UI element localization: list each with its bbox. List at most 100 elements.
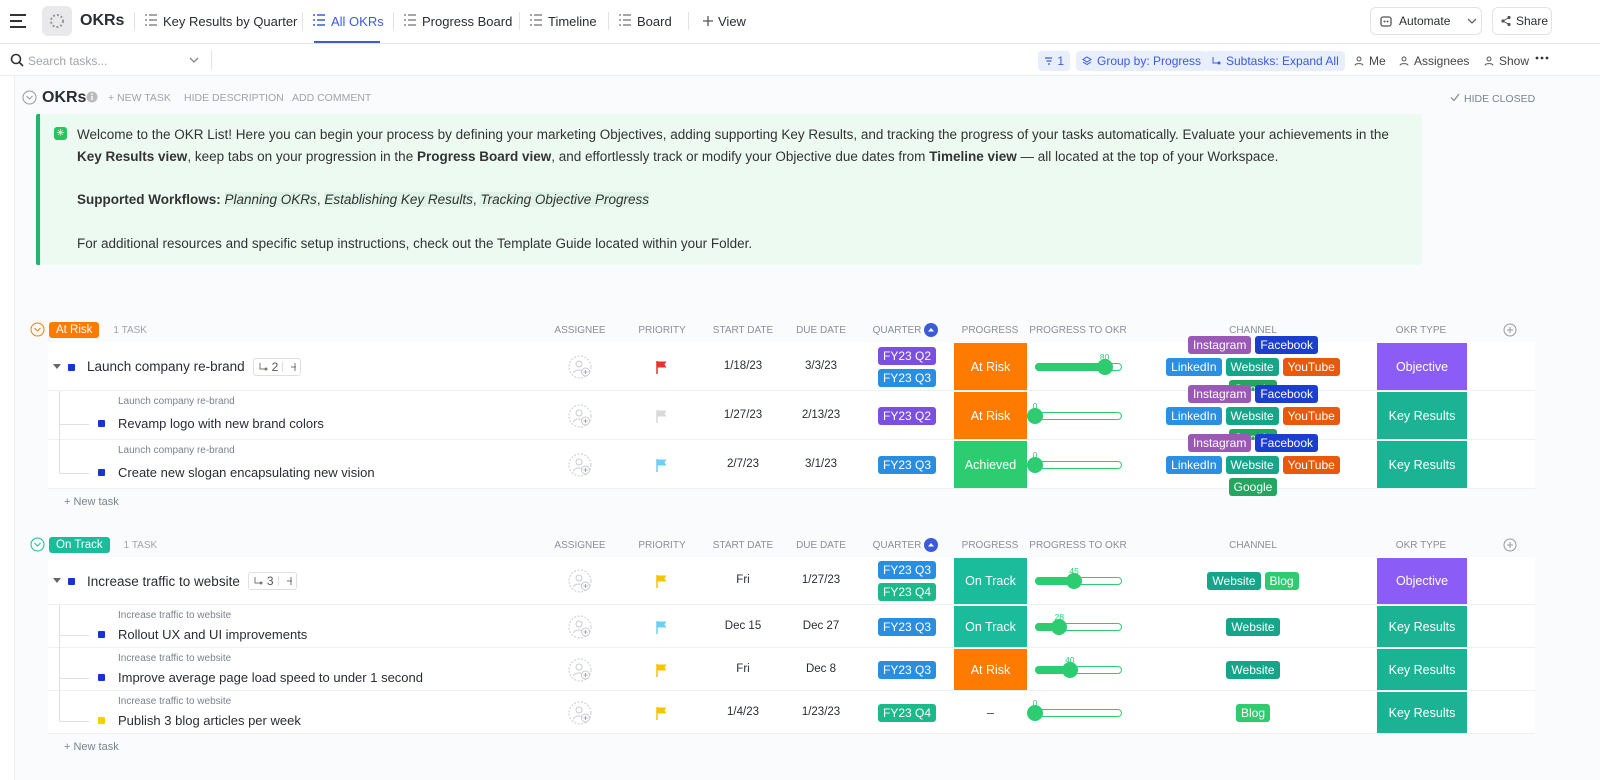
column-header[interactable]: QUARTER: [872, 325, 922, 336]
column-header[interactable]: QUARTER: [872, 540, 922, 551]
me-button[interactable]: Me: [1348, 51, 1392, 71]
column-header[interactable]: PRIORITY: [638, 540, 686, 551]
channel-tag[interactable]: Website: [1207, 572, 1261, 590]
space-name[interactable]: OKRs: [80, 12, 125, 29]
channel-tag[interactable]: Facebook: [1255, 433, 1319, 452]
channel-tag[interactable]: Website: [1226, 617, 1280, 636]
progress-status[interactable]: On Track: [954, 558, 1027, 604]
due-date[interactable]: 2/13/23: [801, 408, 841, 421]
hide-closed[interactable]: HIDE CLOSED: [1464, 93, 1536, 105]
column-header[interactable]: START DATE: [712, 325, 774, 336]
channel-tag[interactable]: YouTube: [1282, 455, 1340, 474]
channel-tag[interactable]: LinkedIn: [1166, 455, 1222, 474]
group-pill[interactable]: At Risk: [49, 322, 100, 338]
okr-type[interactable]: Key Results: [1377, 606, 1467, 647]
search-input[interactable]: Search tasks...: [28, 54, 108, 68]
channel-tag[interactable]: Blog: [1264, 572, 1299, 590]
due-date[interactable]: 1/27/23: [801, 574, 841, 586]
filter-chip[interactable]: 1: [1038, 51, 1070, 71]
task-name[interactable]: Increase traffic to website: [87, 573, 240, 589]
okr-type[interactable]: Objective: [1377, 343, 1467, 390]
task-name[interactable]: Revamp logo with new brand colors: [118, 415, 324, 431]
channel-tag[interactable]: Blog: [1235, 703, 1271, 722]
channel-tag[interactable]: Google: [1228, 477, 1278, 496]
channel-tag[interactable]: Website: [1225, 406, 1279, 425]
slider-knob[interactable]: [1051, 618, 1068, 635]
slider-knob[interactable]: [1066, 573, 1083, 589]
column-header[interactable]: OKR TYPE: [1395, 325, 1447, 336]
automate-button[interactable]: Automate: [1370, 7, 1482, 35]
column-header[interactable]: PROGRESS TO OKR: [1029, 540, 1127, 551]
column-header[interactable]: ASSIGNEE: [554, 540, 606, 551]
start-date[interactable]: Fri: [736, 662, 750, 675]
slider-knob[interactable]: [1027, 456, 1043, 473]
column-header[interactable]: PROGRESS TO OKR: [1029, 325, 1127, 336]
progress-status[interactable]: At Risk: [954, 649, 1027, 690]
list-title[interactable]: OKRs: [42, 89, 87, 106]
quarter-tag[interactable]: FY23 Q4: [877, 583, 937, 601]
add-view[interactable]: View: [718, 14, 746, 29]
channel-tag[interactable]: YouTube: [1282, 406, 1340, 425]
list-action[interactable]: HIDE DESCRIPTION: [184, 92, 284, 104]
okr-type[interactable]: Objective: [1377, 558, 1467, 604]
due-date[interactable]: Dec 27: [802, 619, 840, 632]
column-header[interactable]: PROGRESS: [961, 325, 1019, 336]
search-chevron[interactable]: [188, 55, 200, 65]
subtasks-chip[interactable]: Subtasks: Expand All: [1205, 51, 1345, 71]
group-pill[interactable]: On Track: [49, 537, 110, 553]
column-header[interactable]: PROGRESS: [961, 540, 1019, 551]
due-date[interactable]: 1/23/23: [801, 705, 841, 718]
menu-icon[interactable]: [9, 13, 27, 29]
parent-name[interactable]: Increase traffic to website: [118, 696, 232, 707]
new-task[interactable]: + New task: [64, 496, 119, 508]
channel-tag[interactable]: LinkedIn: [1166, 357, 1222, 376]
show-button[interactable]: Show: [1478, 51, 1535, 71]
channel-tag[interactable]: Instagram: [1187, 433, 1252, 452]
column-header[interactable]: DUE DATE: [796, 540, 846, 551]
parent-name[interactable]: Increase traffic to website: [118, 610, 232, 621]
group-by-chip[interactable]: Group by: Progress: [1076, 51, 1208, 71]
share-button[interactable]: Share: [1492, 7, 1552, 35]
slider-knob[interactable]: [1027, 407, 1043, 424]
task-name[interactable]: Publish 3 blog articles per week: [118, 712, 301, 728]
task-name[interactable]: Create new slogan encapsulating new visi…: [118, 464, 375, 480]
parent-name[interactable]: Launch company re-brand: [118, 445, 235, 456]
slider-knob[interactable]: [1027, 704, 1043, 721]
quarter-tag[interactable]: FY23 Q2: [877, 346, 937, 365]
channel-tag[interactable]: Instagram: [1187, 384, 1252, 403]
channel-tag[interactable]: Website: [1225, 455, 1279, 474]
quarter-tag[interactable]: FY23 Q3: [877, 561, 937, 579]
okr-type[interactable]: Key Results: [1377, 392, 1467, 439]
due-date[interactable]: 3/1/23: [805, 457, 837, 470]
subtask-count[interactable]: 3: [247, 572, 297, 590]
view-tab[interactable]: Key Results by Quarter: [163, 14, 298, 29]
column-header[interactable]: PRIORITY: [638, 325, 686, 336]
channel-tag[interactable]: LinkedIn: [1166, 406, 1222, 425]
column-header[interactable]: DUE DATE: [796, 325, 846, 336]
assignees-button[interactable]: Assignees: [1393, 51, 1475, 71]
column-header[interactable]: START DATE: [712, 540, 774, 551]
channel-tag[interactable]: Instagram: [1187, 335, 1252, 354]
column-header[interactable]: CHANNEL: [1229, 540, 1277, 551]
quarter-tag[interactable]: FY23 Q3: [877, 455, 937, 474]
slider-knob[interactable]: [1096, 358, 1113, 375]
progress-status[interactable]: Achieved: [954, 441, 1027, 488]
channel-tag[interactable]: Website: [1225, 357, 1279, 376]
quarter-tag[interactable]: FY23 Q2: [877, 406, 937, 425]
start-date[interactable]: 1/18/23: [723, 359, 763, 372]
progress-status[interactable]: On Track: [954, 606, 1027, 647]
subtask-count[interactable]: 2: [252, 357, 302, 376]
channel-tag[interactable]: Website: [1226, 660, 1280, 679]
column-header[interactable]: OKR TYPE: [1395, 540, 1447, 551]
okr-type[interactable]: Key Results: [1377, 692, 1467, 733]
progress-status[interactable]: At Risk: [954, 343, 1027, 390]
slider-knob[interactable]: [1061, 661, 1078, 678]
task-name[interactable]: Launch company re-brand: [87, 359, 245, 374]
channel-tag[interactable]: Facebook: [1255, 384, 1319, 403]
space-icon[interactable]: [42, 6, 72, 36]
due-date[interactable]: 3/3/23: [805, 359, 837, 372]
progress-status[interactable]: –: [987, 705, 994, 720]
parent-name[interactable]: Increase traffic to website: [118, 653, 232, 664]
due-date[interactable]: Dec 8: [805, 662, 837, 675]
channel-tag[interactable]: Facebook: [1255, 335, 1319, 354]
